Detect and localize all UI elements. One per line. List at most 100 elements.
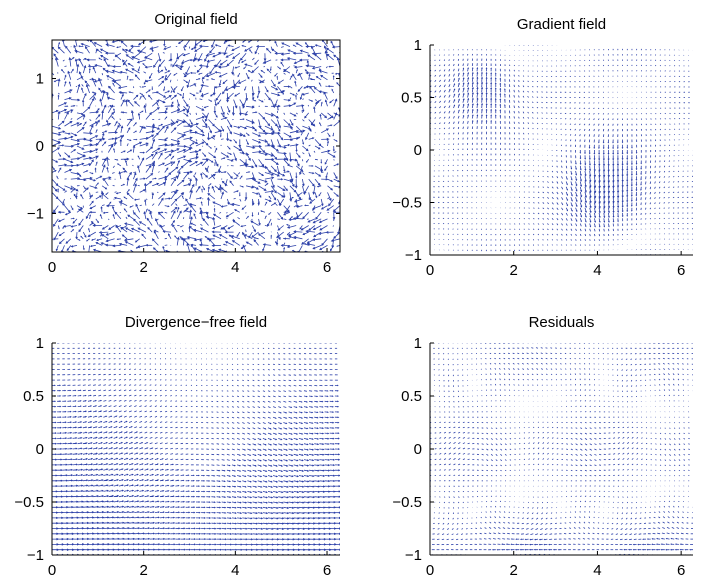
quiver-arrow: [583, 112, 586, 115]
quiver-arrow: [149, 537, 156, 540]
quiver-arrow: [123, 516, 130, 519]
quiver-arrow: [542, 212, 545, 215]
quiver-arrow: [518, 212, 521, 214]
quiver-arrow: [457, 82, 460, 88]
quiver-arrow: [82, 114, 86, 120]
quiver-arrow: [612, 144, 614, 150]
quiver-arrow: [98, 373, 101, 376]
quiver-arrow: [513, 100, 515, 103]
quiver-arrow: [128, 368, 131, 370]
quiver-arrow: [183, 99, 189, 108]
quiver-arrow: [626, 207, 629, 213]
quiver-arrow: [170, 86, 175, 94]
quiver-arrow: [612, 191, 615, 199]
quiver-arrow: [314, 44, 322, 47]
quiver-arrow: [518, 70, 520, 72]
quiver-arrow: [471, 76, 474, 82]
quiver-arrow: [307, 54, 316, 61]
quiver-arrow: [144, 431, 148, 434]
quiver-arrow: [659, 70, 662, 72]
quiver-arrow: [677, 191, 680, 193]
quiver-arrow: [214, 159, 219, 167]
quiver-arrow: [62, 479, 69, 482]
quiver-arrow: [509, 212, 511, 214]
quiver-arrow: [277, 66, 282, 70]
quiver-arrow: [164, 400, 167, 402]
quiver-arrow: [215, 92, 222, 101]
quiver-arrow: [547, 233, 549, 236]
quiver-arrow: [103, 543, 111, 546]
quiver-arrow: [649, 223, 651, 225]
quiver-arrow: [650, 107, 652, 109]
quiver-arrow: [165, 468, 169, 471]
quiver-arrow: [108, 405, 112, 407]
quiver-arrow: [93, 399, 97, 402]
quiver-arrow: [626, 181, 629, 188]
quiver-arrow: [93, 79, 103, 83]
quiver-arrow: [131, 68, 140, 74]
quiver-arrow: [89, 124, 94, 133]
quiver-arrow: [533, 207, 535, 209]
quiver-arrow: [139, 521, 145, 524]
quiver-arrow: [139, 142, 149, 147]
quiver-arrow: [635, 186, 638, 192]
quiver-arrow: [654, 186, 656, 189]
quiver-arrow: [76, 205, 84, 210]
quiver-arrow: [485, 108, 488, 114]
quiver-arrow: [443, 95, 446, 98]
quiver-arrow: [311, 45, 316, 54]
quiver-arrow: [77, 415, 83, 418]
quiver-arrow: [251, 86, 255, 96]
quiver-arrow: [547, 228, 549, 231]
quiver-arrow: [598, 155, 601, 161]
quiver-arrow: [584, 165, 587, 172]
quiver-arrow: [72, 463, 78, 466]
quiver-arrow: [327, 139, 329, 142]
quiver-arrow: [579, 239, 582, 241]
quiver-arrow: [70, 229, 75, 233]
quiver-arrow: [98, 77, 103, 87]
quiver-arrow: [494, 87, 497, 93]
quiver-arrow: [195, 149, 202, 153]
quiver-arrow: [241, 59, 247, 63]
quiver-arrow: [139, 405, 142, 407]
quiver-arrow: [547, 165, 549, 167]
quiver-arrow: [277, 251, 278, 252]
quiver-arrow: [485, 81, 488, 88]
quiver-arrow: [57, 442, 63, 445]
quiver-arrow: [551, 228, 554, 231]
quiver-arrow: [594, 228, 596, 232]
quiver-arrow: [556, 212, 559, 216]
quiver-arrow: [635, 176, 638, 181]
quiver-arrow: [314, 192, 318, 199]
quiver-arrow: [327, 124, 333, 127]
quiver-arrow: [312, 218, 322, 224]
quiver-arrow: [227, 202, 234, 206]
quiver-arrow: [589, 191, 592, 199]
quiver-arrow: [645, 186, 647, 190]
quiver-arrow: [233, 132, 243, 137]
quiver-arrow: [207, 186, 210, 193]
quiver-arrow: [170, 142, 181, 147]
quiver-arrow: [607, 202, 611, 209]
quiver-arrow: [561, 197, 564, 200]
quiver-arrow: [76, 238, 81, 241]
quiver-arrow: [594, 218, 596, 223]
quiver-arrow: [128, 384, 132, 386]
quiver-arrow: [123, 373, 127, 376]
quiver-arrow: [64, 132, 71, 135]
quiver-arrow: [101, 73, 103, 76]
quiver-arrow: [607, 165, 610, 173]
quiver-arrow: [118, 468, 124, 471]
quiver-arrow: [62, 59, 65, 62]
quiver-arrow: [664, 118, 666, 120]
quiver-arrow: [663, 196, 666, 199]
quiver-arrow: [95, 242, 103, 246]
quiver-arrow: [467, 126, 469, 130]
quiver-arrow: [144, 384, 147, 386]
quiver-arrow: [170, 537, 176, 540]
quiver-arrow: [471, 97, 474, 103]
quiver-arrow: [551, 207, 554, 210]
quiver-arrow: [103, 452, 109, 455]
quiver-arrow: [87, 245, 91, 252]
